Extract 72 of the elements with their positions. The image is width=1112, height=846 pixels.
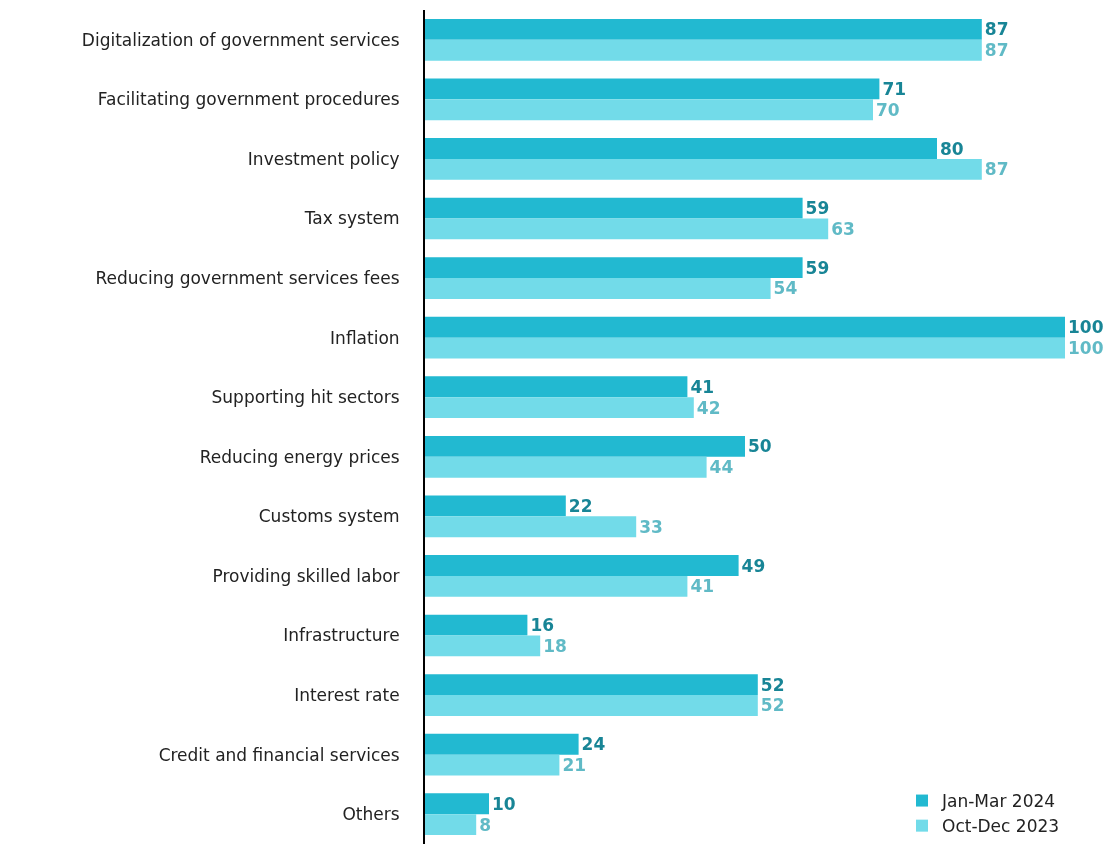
y-tick-label: Facilitating government procedures [97,89,400,110]
y-tick-label: Digitalization of government services [81,29,400,50]
y-tick-label: Infrastructure [283,625,400,646]
y-tick-label: Providing skilled labor [212,565,400,586]
data-label: 33 [639,516,663,537]
data-label: 87 [984,19,1009,40]
bar [425,793,489,815]
bar [425,278,771,299]
bar [425,376,688,398]
y-tick-label: Investment policy [247,148,400,169]
data-label: 100 [1068,338,1104,359]
data-label: 70 [876,99,900,120]
bar [425,754,560,776]
data-label: 59 [805,198,830,219]
data-label: 63 [831,218,855,239]
y-tick-label: Interest rate [294,685,400,706]
data-label: 87 [984,40,1009,61]
data-label: 44 [709,457,734,478]
bar [425,39,982,61]
data-label: 71 [882,78,907,99]
data-label: 22 [568,495,593,516]
bar [425,733,579,755]
bar [425,516,637,538]
legend-label: Oct-Dec 2023 [942,816,1060,837]
data-label: 10 [492,793,516,814]
data-label: 24 [581,734,606,755]
bar [425,695,758,716]
bar [425,158,982,180]
bar [425,99,873,121]
bar [425,218,829,240]
bar [425,555,739,576]
bar [425,635,541,657]
bar [425,575,688,597]
y-tick-label: Reducing government services fees [95,268,400,289]
data-label: 49 [741,555,766,576]
bar [425,316,1065,338]
bar [425,337,1065,359]
data-label: 18 [543,635,567,656]
bar [425,674,758,696]
data-label: 59 [805,257,830,278]
bar [425,397,694,419]
legend-label: Jan-Mar 2024 [941,791,1056,812]
y-tick-label: Inflation [330,327,400,348]
data-label: 21 [562,755,587,776]
data-label: 54 [773,278,798,299]
data-label: 52 [760,674,785,695]
y-tick-label: Customs system [258,506,400,527]
y-tick-label: Supporting hit sectors [211,387,400,408]
bar [425,495,566,517]
data-label: 16 [530,615,555,636]
y-tick-label: Tax system [303,208,400,229]
data-label: 41 [690,576,715,597]
bar [425,435,745,457]
data-label: 50 [748,436,772,457]
data-label: 100 [1068,317,1104,338]
data-label: 42 [696,397,721,418]
data-label: 8 [479,814,492,835]
bar [425,614,528,636]
bar [425,456,707,478]
bar [425,814,477,836]
data-label: 80 [940,138,964,159]
bar [425,18,982,40]
y-tick-label: Others [342,804,400,825]
bar [425,197,803,219]
bar [425,138,937,159]
data-label: 87 [984,159,1009,180]
y-tick-label: Credit and financial services [158,744,400,765]
bar [425,78,880,100]
y-tick-label: Reducing energy prices [199,446,400,467]
data-label: 52 [760,695,785,716]
data-label: 41 [690,376,715,397]
bar [425,257,803,279]
